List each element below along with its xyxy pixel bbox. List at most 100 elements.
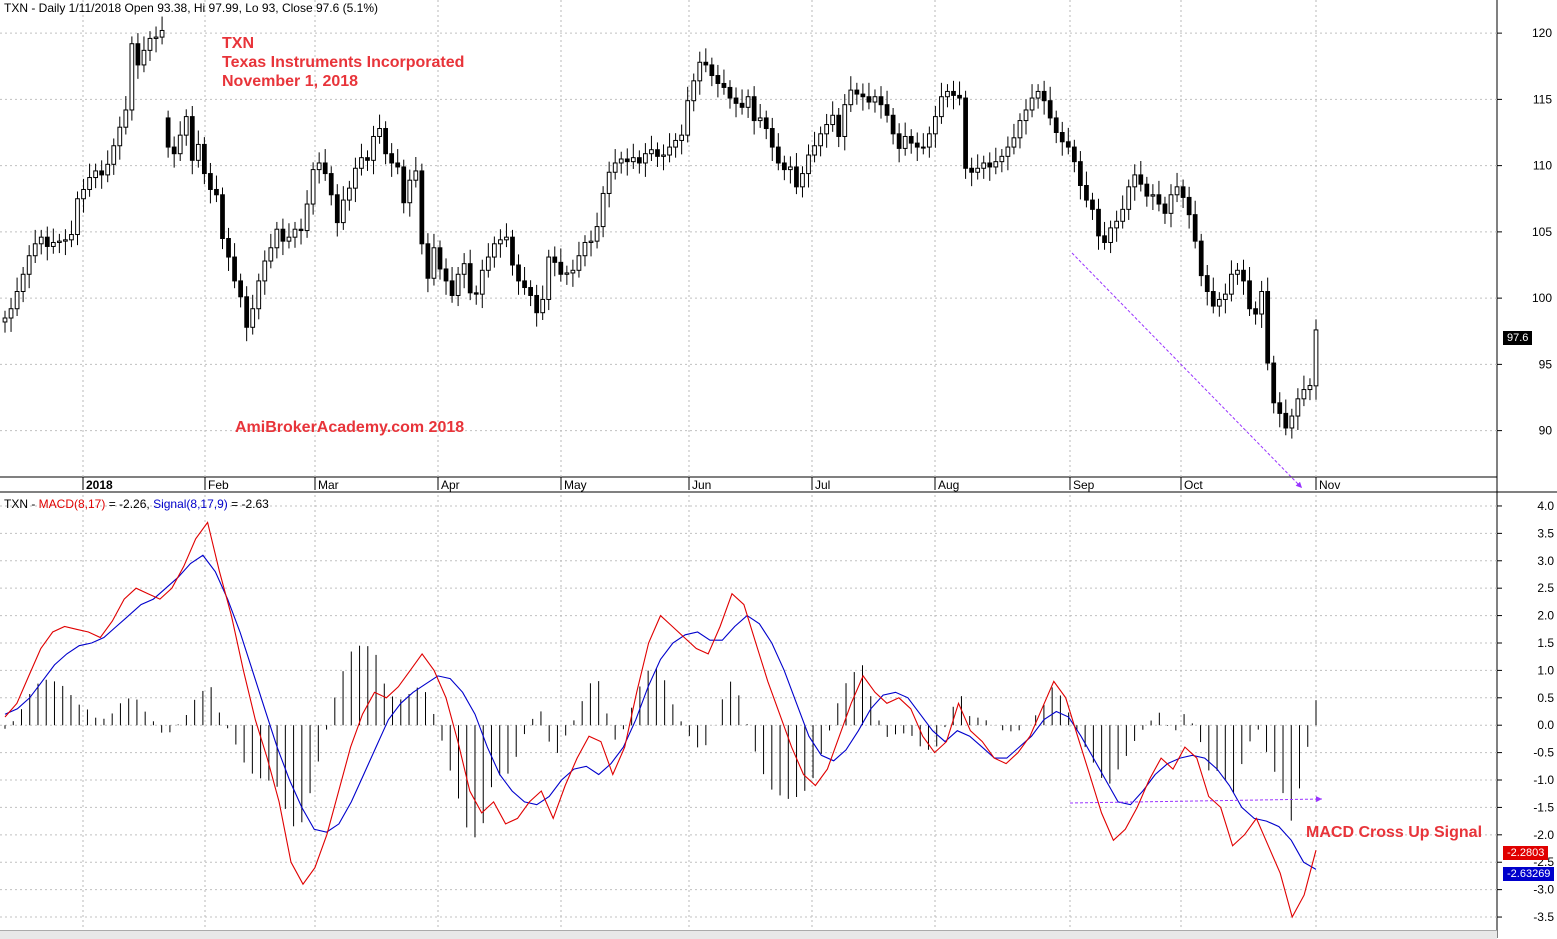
candle-body xyxy=(745,96,751,108)
candle-body xyxy=(528,287,533,296)
candle-body xyxy=(38,236,44,245)
candle-body xyxy=(836,114,842,137)
candle-body xyxy=(757,117,763,122)
macd-y-label: 0.5 xyxy=(1537,691,1554,705)
candle-body xyxy=(1071,146,1077,163)
price-y-label: 100 xyxy=(1532,291,1552,305)
candle-body xyxy=(1210,291,1216,307)
candle-body xyxy=(1295,398,1301,417)
candle-body xyxy=(298,228,304,232)
candle-body xyxy=(649,149,654,155)
candle-body xyxy=(449,280,455,296)
candle-body xyxy=(1301,389,1307,400)
candle-body xyxy=(467,263,473,294)
candle-body xyxy=(969,167,975,173)
candle-body xyxy=(794,166,799,188)
candle-body xyxy=(908,135,914,144)
candle-body xyxy=(1223,293,1228,300)
candle-body xyxy=(546,256,552,300)
candle-body xyxy=(262,260,268,282)
candle-body xyxy=(1259,291,1264,315)
candle-body xyxy=(268,247,274,262)
month-label: Feb xyxy=(208,478,229,492)
macd-pane: 4.0 3.5 3.0 2.5 2.0 1.5 1.0 0.5 0.0 -0.5 -1.0 -1.5 -… xyxy=(0,495,1554,928)
candle-body xyxy=(1059,132,1065,143)
candle-body xyxy=(286,236,292,242)
macd-y-label: 1.5 xyxy=(1537,636,1554,650)
candle-body xyxy=(111,145,117,165)
macd-y-label: -3.5 xyxy=(1533,910,1554,924)
candle-body xyxy=(703,61,709,66)
candle-body xyxy=(636,157,642,164)
candle-body xyxy=(884,104,890,116)
candle-body xyxy=(715,75,721,84)
candle-body xyxy=(280,228,286,242)
candle-body xyxy=(661,154,666,157)
sheet-tabs-bar[interactable] xyxy=(0,930,1497,939)
candle-body xyxy=(117,126,123,147)
candle-body xyxy=(775,146,781,164)
price-header: TXN - Daily 1/11/2018 Open 93.38, Hi 97.… xyxy=(4,1,378,15)
macd-y-label: 3.5 xyxy=(1537,526,1554,540)
macd-header-label: MACD(8,17) xyxy=(38,497,106,511)
candle-body xyxy=(8,308,14,319)
candle-body xyxy=(733,97,739,104)
candle-body xyxy=(697,61,703,82)
candle-body xyxy=(691,80,697,102)
candle-body xyxy=(1096,208,1101,237)
candle-body xyxy=(485,256,491,271)
candle-body xyxy=(498,239,503,245)
month-label: Sep xyxy=(1073,478,1095,492)
price-y-label: 95 xyxy=(1539,357,1553,371)
candle-body xyxy=(933,116,938,135)
candle-body xyxy=(1150,194,1156,197)
candle-body xyxy=(365,157,370,161)
candle-body xyxy=(1265,291,1271,364)
candle-body xyxy=(316,162,322,171)
candle-body xyxy=(407,179,413,204)
candle-body xyxy=(1241,269,1246,282)
candle-body xyxy=(1162,203,1168,214)
candle-body xyxy=(721,82,727,88)
candle-body xyxy=(576,255,582,271)
signal-header-label: Signal(8,17,9) xyxy=(153,497,228,511)
candle-body xyxy=(1229,273,1234,295)
candle-body xyxy=(1138,174,1144,185)
month-label: Aug xyxy=(938,478,959,492)
candle-body xyxy=(1271,362,1277,404)
candle-body xyxy=(522,280,527,289)
candle-body xyxy=(1084,185,1089,201)
candle-body xyxy=(69,234,74,241)
candle-body xyxy=(739,102,745,108)
candle-body xyxy=(1180,186,1186,198)
candle-body xyxy=(473,292,479,295)
candle-body xyxy=(14,291,20,310)
candle-body xyxy=(1186,196,1192,216)
month-label: Jun xyxy=(692,478,711,492)
candle-body xyxy=(957,94,962,99)
candle-body xyxy=(353,167,358,189)
candle-body xyxy=(1313,329,1319,387)
candle-body xyxy=(208,173,213,190)
candle-body xyxy=(872,96,878,103)
price-y-label: 105 xyxy=(1532,225,1552,239)
candle-body xyxy=(510,236,515,266)
candle-body xyxy=(63,239,68,242)
candle-body xyxy=(346,187,352,201)
candle-body xyxy=(679,134,685,141)
candle-body xyxy=(123,109,129,128)
signal-line xyxy=(4,554,1317,870)
candle-body xyxy=(177,134,183,155)
candle-body xyxy=(963,97,968,169)
macd-value-tag: -2.2803 xyxy=(1503,846,1549,860)
candle-body xyxy=(153,36,159,39)
candle-body xyxy=(220,194,225,239)
candle-body xyxy=(1029,97,1035,111)
macd-up-arrow xyxy=(1069,796,1323,804)
candle-body xyxy=(437,247,443,270)
company-annotation: Texas Instruments Incorporated xyxy=(222,54,465,71)
candle-body xyxy=(558,261,564,275)
candle-body xyxy=(1132,174,1138,188)
candle-body xyxy=(1126,186,1132,210)
candle-body xyxy=(1047,100,1053,119)
